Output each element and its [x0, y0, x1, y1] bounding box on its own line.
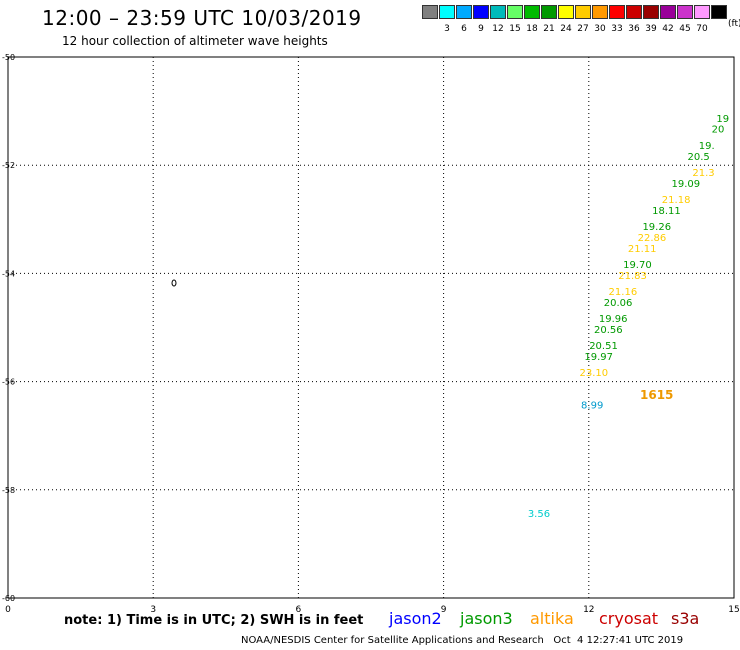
- legend-tick-label: 27: [577, 24, 589, 34]
- wave-height-point: 19.97: [584, 352, 613, 363]
- y-tick-label: -54: [2, 269, 15, 278]
- footer-credit: NOAA/NESDIS Center for Satellite Applica…: [241, 635, 684, 646]
- satellite-label-jason2: jason2: [389, 609, 442, 628]
- legend-swatch: [473, 5, 489, 19]
- wave-height-point: 19: [716, 114, 729, 125]
- legend-tick-label: 30: [594, 24, 606, 34]
- legend-swatch: [660, 5, 676, 19]
- wave-height-point: 20.06: [604, 298, 633, 309]
- x-tick-label: 0: [5, 605, 11, 615]
- y-tick-label: -56: [2, 378, 15, 387]
- legend-tick-label: 15: [509, 24, 521, 34]
- wave-height-point: 18.11: [652, 206, 681, 217]
- legend-unit: (ft): [728, 19, 740, 29]
- y-tick-label: -60: [2, 594, 15, 603]
- legend-swatch: [456, 5, 472, 19]
- legend-tick-label: 42: [662, 24, 674, 34]
- wave-height-point: 20.51: [589, 341, 618, 352]
- y-tick-label: -52: [2, 161, 15, 170]
- x-tick-label: 12: [583, 605, 594, 615]
- chart-title: 12:00 – 23:59 UTC 10/03/2019: [42, 6, 362, 30]
- legend-swatch: [541, 5, 557, 19]
- satellite-label-cryosat: cryosat: [599, 609, 659, 628]
- legend-tick-label: 24: [560, 24, 572, 34]
- legend-tick-label: 18: [526, 24, 538, 34]
- wave-height-point: 21.18: [662, 195, 691, 206]
- legend-swatch: [558, 5, 574, 19]
- wave-height-point: 3.56: [528, 509, 550, 520]
- legend-tick-label: 36: [628, 24, 640, 34]
- legend-swatch: [490, 5, 506, 19]
- y-tick-label: -58: [2, 486, 15, 495]
- legend-tick-label: 21: [543, 24, 555, 34]
- wave-height-point: 21.83: [618, 271, 647, 282]
- wave-height-point: 19.26: [642, 222, 671, 233]
- satellite-label-altika: altika: [530, 609, 574, 628]
- legend-tick-label: 9: [478, 24, 484, 34]
- wave-height-point: 19.96: [599, 314, 628, 325]
- legend-tick-label: 39: [645, 24, 657, 34]
- legend-swatch: [677, 5, 693, 19]
- wave-height-point: 20: [712, 125, 725, 136]
- legend-tick-label: 6: [461, 24, 467, 34]
- legend-tick-label: 33: [611, 24, 623, 34]
- legend-swatch: [575, 5, 591, 19]
- legend-swatch: [643, 5, 659, 19]
- track-marker: [171, 279, 177, 287]
- legend-swatch: [609, 5, 625, 19]
- legend-swatch: [422, 5, 438, 19]
- y-tick-label: -50: [2, 53, 15, 62]
- legend-swatch: [626, 5, 642, 19]
- x-tick-label: 6: [296, 605, 302, 615]
- wave-height-point: 23.10: [580, 368, 609, 379]
- wave-height-point: 20.5: [688, 152, 710, 163]
- legend-tick-label: 3: [444, 24, 450, 34]
- legend-swatch: [439, 5, 455, 19]
- wave-height-point: 8.99: [581, 401, 603, 412]
- legend-tick-label: 70: [696, 24, 708, 34]
- legend-swatch: [694, 5, 710, 19]
- wave-height-point: 22.86: [638, 233, 667, 244]
- wave-height-point: 21.16: [609, 287, 638, 298]
- wave-height-point: 20.56: [594, 325, 623, 336]
- chart-subtitle: 12 hour collection of altimeter wave hei…: [62, 34, 328, 48]
- plot-frame: [7, 56, 735, 599]
- legend-swatch: [592, 5, 608, 19]
- wave-height-point: 21.11: [628, 244, 657, 255]
- wave-height-point: 21.3: [692, 168, 714, 179]
- legend-swatch: [711, 5, 727, 19]
- x-tick-label: 9: [441, 605, 447, 615]
- x-tick-label: 3: [150, 605, 156, 615]
- legend-tick-label: 45: [679, 24, 691, 34]
- wave-height-point: 19.70: [623, 260, 652, 271]
- wave-height-point: 19.: [699, 141, 715, 152]
- legend-tick-label: 12: [492, 24, 504, 34]
- legend-swatch: [507, 5, 523, 19]
- x-tick-label: 15: [728, 605, 739, 615]
- satellite-label-jason3: jason3: [460, 609, 513, 628]
- overpass-time-label: 1615: [640, 388, 674, 402]
- satellite-label-s3a: s3a: [671, 609, 700, 628]
- wave-height-point: 19.09: [671, 179, 700, 190]
- note-text: note: 1) Time is in UTC; 2) SWH is in fe…: [64, 613, 364, 628]
- legend-swatch: [524, 5, 540, 19]
